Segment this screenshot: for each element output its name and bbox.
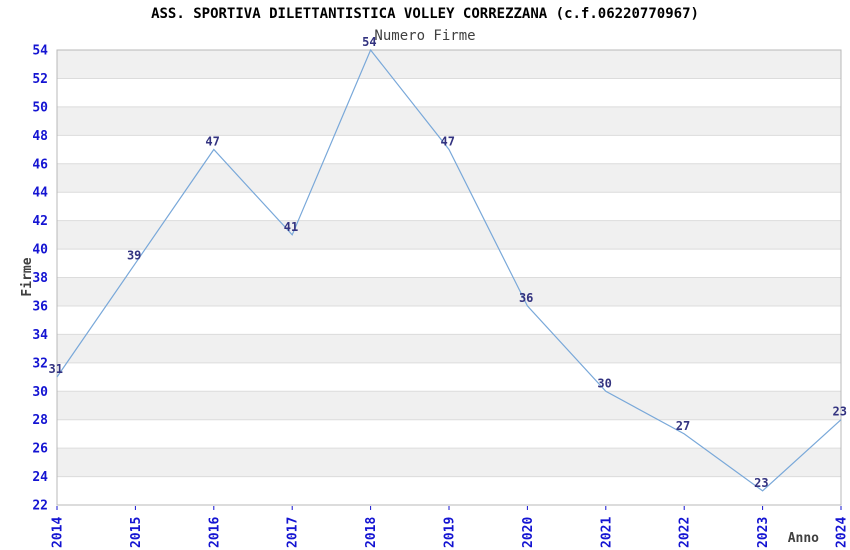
y-tick-label: 42 xyxy=(32,214,48,229)
grid-band xyxy=(57,277,841,306)
x-tick-label: 2019 xyxy=(443,517,458,548)
x-tick-label: 2015 xyxy=(129,517,144,548)
y-tick-label: 46 xyxy=(32,157,48,172)
grid-band xyxy=(57,163,841,193)
y-tick-label: 34 xyxy=(32,328,48,343)
x-tick-label: 2014 xyxy=(51,517,66,548)
grid-band xyxy=(57,106,841,136)
grid-band xyxy=(57,50,841,79)
point-label: 36 xyxy=(519,291,533,305)
grid-band xyxy=(57,362,841,392)
y-tick-label: 50 xyxy=(32,100,48,115)
y-tick-label: 40 xyxy=(32,243,48,258)
chart-subtitle: Numero Firme xyxy=(374,28,476,44)
y-tick-label: 48 xyxy=(32,129,48,144)
point-label: 30 xyxy=(597,376,611,390)
point-label: 47 xyxy=(205,135,219,149)
x-tick-label: 2023 xyxy=(756,517,771,548)
x-tick-label: 2020 xyxy=(521,517,536,548)
grid-band xyxy=(57,476,841,505)
grid-band xyxy=(57,78,841,107)
grid-band xyxy=(57,334,841,363)
x-tick-label: 2016 xyxy=(207,517,222,548)
point-label: 23 xyxy=(754,476,768,490)
grid-band xyxy=(57,220,841,250)
y-tick-label: 52 xyxy=(32,72,48,87)
y-tick-label: 36 xyxy=(32,299,48,314)
x-tick-label: 2017 xyxy=(286,517,301,548)
point-label: 23 xyxy=(833,405,847,419)
y-tick-label: 26 xyxy=(32,442,48,457)
y-tick-label: 28 xyxy=(32,413,48,428)
x-tick-label: 2022 xyxy=(678,517,693,548)
grid-band xyxy=(57,391,841,420)
x-tick-label: 2021 xyxy=(599,517,614,548)
grid-band xyxy=(57,192,841,221)
grid-band xyxy=(57,419,841,449)
y-tick-label: 30 xyxy=(32,385,48,400)
grid-band xyxy=(57,249,841,278)
x-tick-label: 2018 xyxy=(364,517,379,548)
point-label: 47 xyxy=(441,135,455,149)
point-label: 39 xyxy=(127,248,141,262)
grid-band xyxy=(57,305,841,335)
y-tick-label: 22 xyxy=(32,499,48,514)
x-axis-name: Anno xyxy=(787,531,819,546)
x-tick-label: 2024 xyxy=(835,517,850,548)
y-tick-label: 24 xyxy=(32,470,48,485)
plot-border xyxy=(56,49,842,506)
data-line xyxy=(56,48,842,492)
point-label: 41 xyxy=(284,220,298,234)
point-label: 31 xyxy=(49,362,63,376)
y-tick-label: 54 xyxy=(32,44,48,59)
y-tick-label: 44 xyxy=(32,186,48,201)
y-tick-label: 32 xyxy=(32,356,48,371)
chart-title: ASS. SPORTIVA DILETTANTISTICA VOLLEY COR… xyxy=(151,6,699,22)
point-label: 27 xyxy=(676,419,690,433)
y-tick-label: 38 xyxy=(32,271,48,286)
point-label: 54 xyxy=(362,35,376,49)
